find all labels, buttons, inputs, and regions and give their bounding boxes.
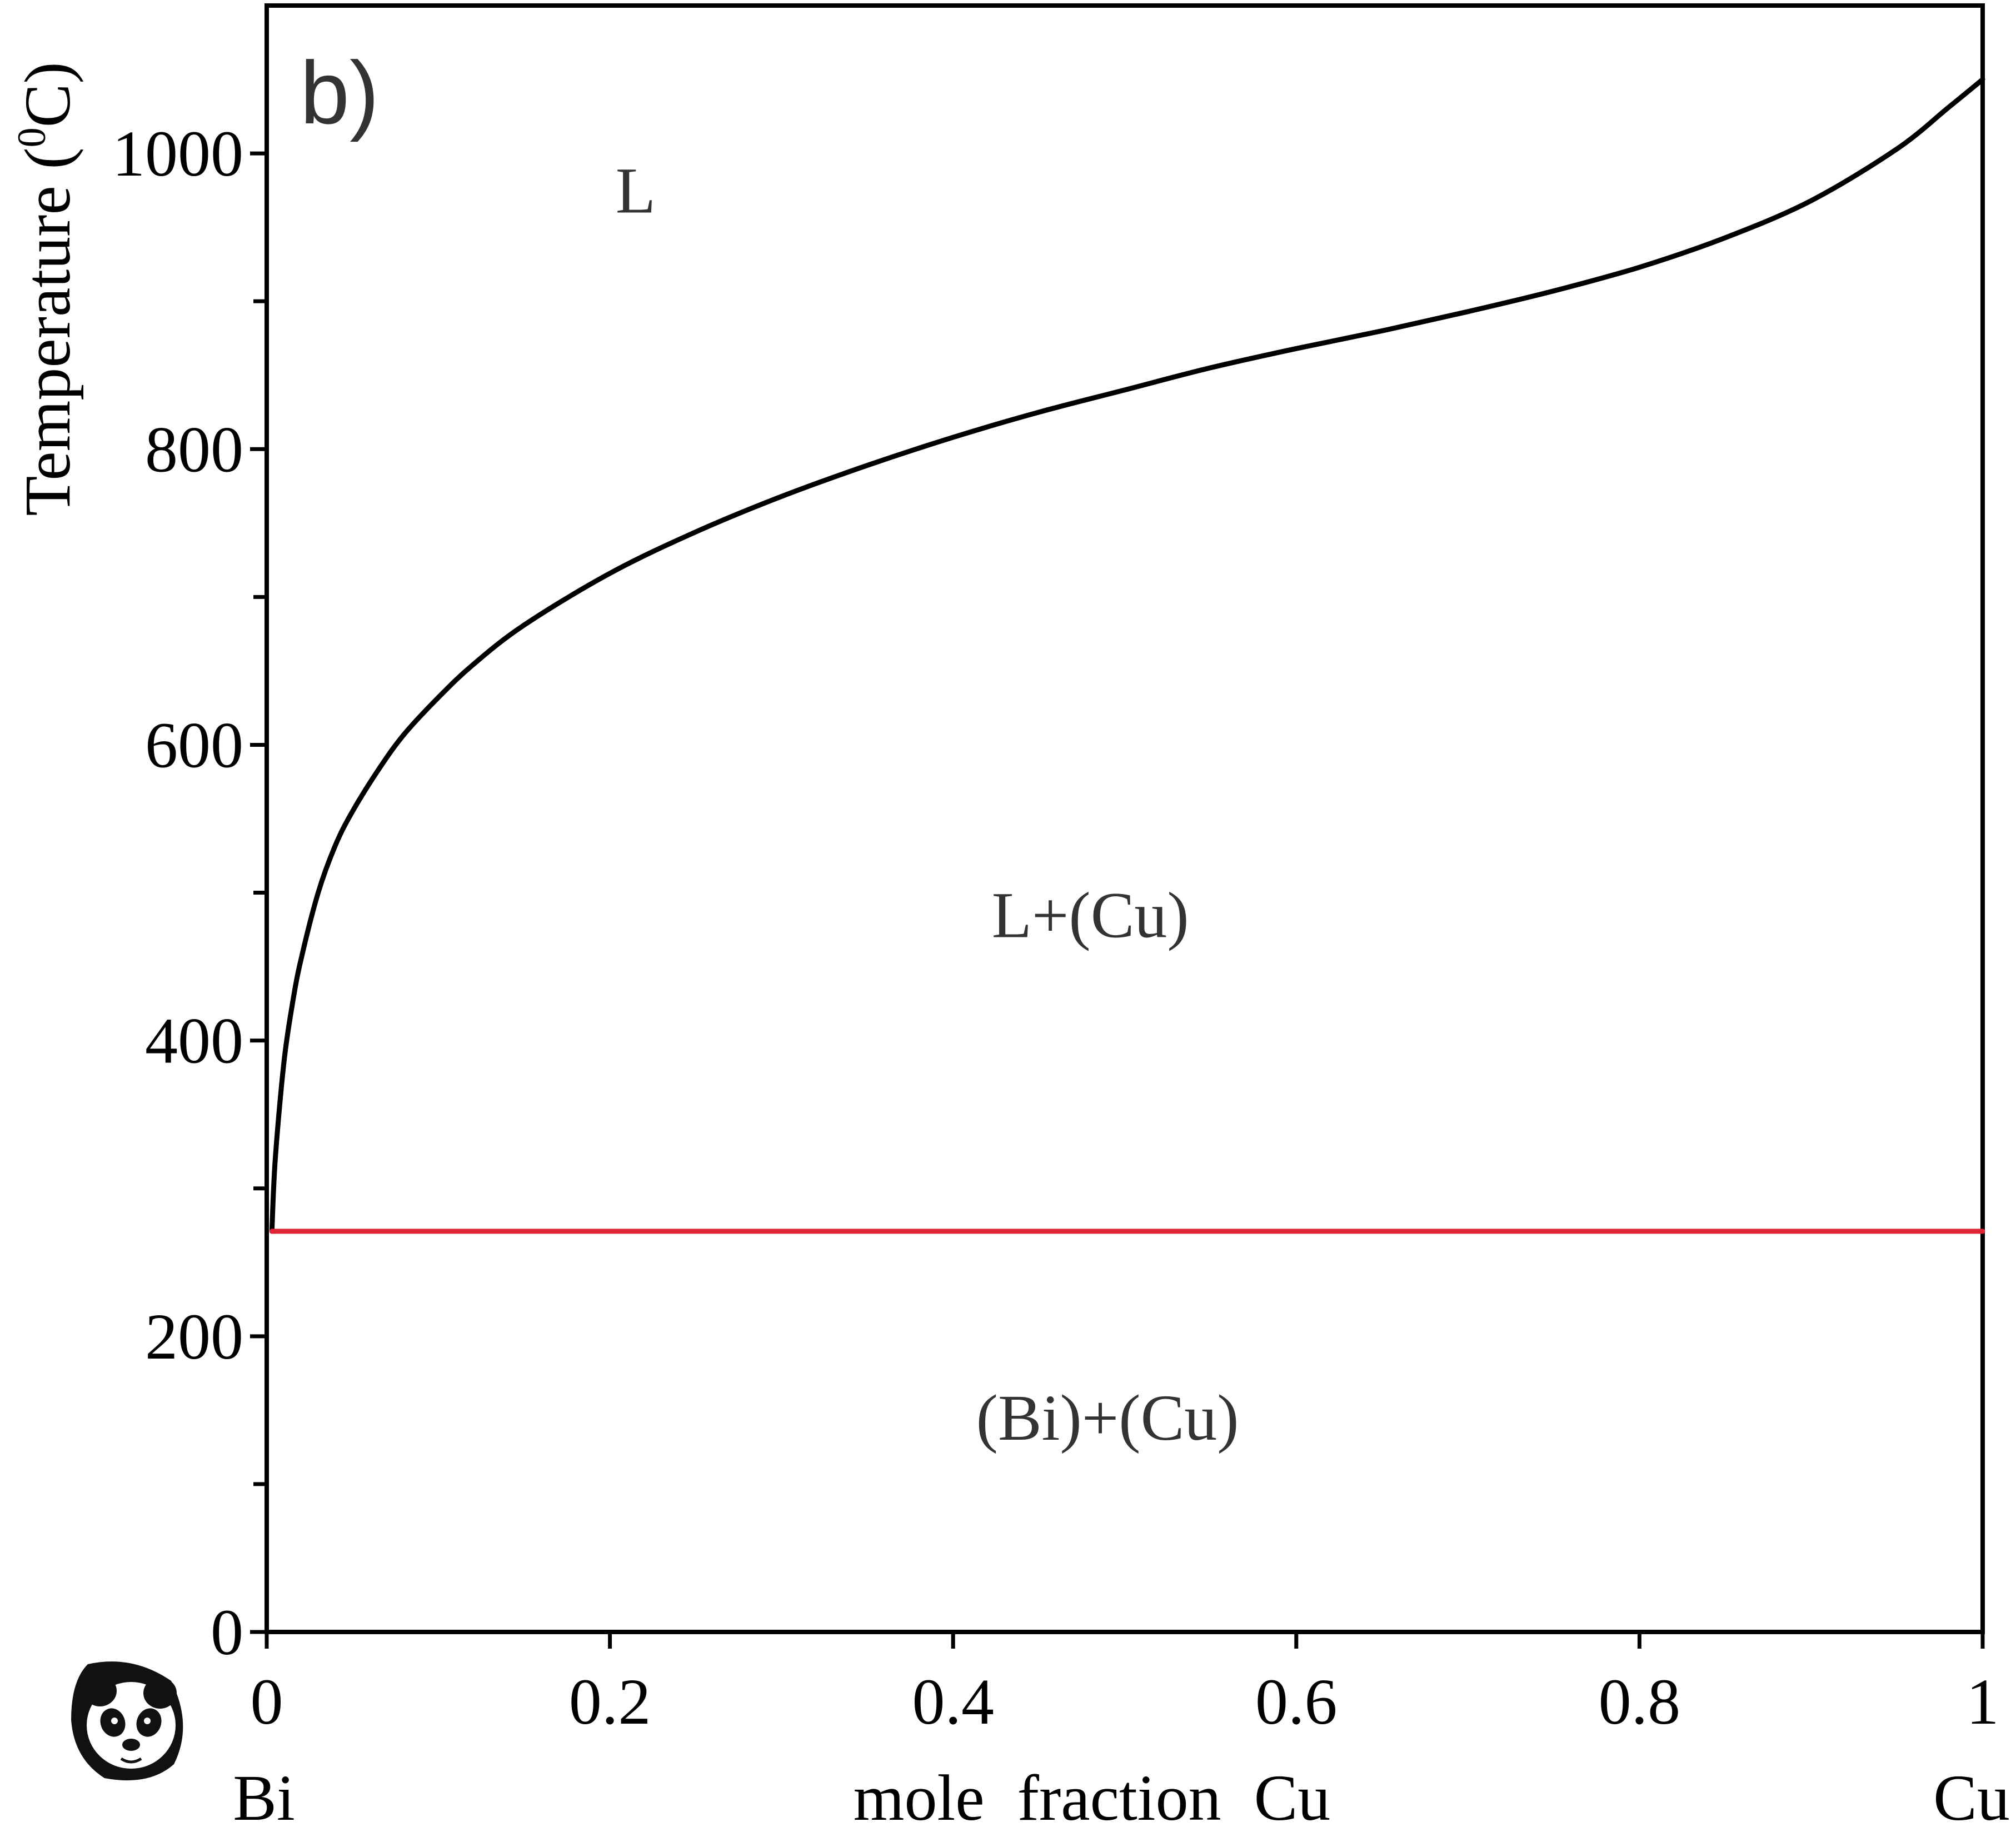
y-tick-label: 800 <box>145 413 243 486</box>
x-tick-label: 0.2 <box>569 1665 651 1738</box>
y-tick-label: 1000 <box>112 117 243 190</box>
x-tick-label: 0.6 <box>1255 1665 1338 1738</box>
y-axis-label-superscript: 0 <box>9 127 54 147</box>
x-tick-label: 0.4 <box>912 1665 994 1738</box>
liquidus-line <box>269 77 1985 1234</box>
y-tick-label: 400 <box>145 1005 243 1077</box>
y-axis-label-main: Temperature ( <box>11 147 84 516</box>
y-tick-label: 600 <box>145 708 243 781</box>
x-axis-label: mole fraction Cu <box>854 1761 1331 1832</box>
x-tick-label: 1 <box>1967 1665 1999 1738</box>
region-label: (Bi)+(Cu) <box>976 1381 1239 1454</box>
x-tick-label: 0.8 <box>1599 1665 1681 1738</box>
x-axis-end-label-cu: Cu <box>1933 1761 2010 1832</box>
y-tick-label: 200 <box>145 1300 243 1373</box>
x-tick-label: 0 <box>251 1665 283 1738</box>
panel-label: b) <box>300 43 379 142</box>
x-axis-end-label-bi: Bi <box>233 1761 295 1832</box>
region-label: L <box>616 154 656 227</box>
y-tick-label: 0 <box>211 1596 243 1669</box>
y-axis-label: Temperature (0C) <box>9 62 84 516</box>
plot-frame <box>265 3 1985 1634</box>
plot-layer: 0 200 400 600 800 1000 0 0.2 0.4 0.6 0.8 1 L L+(Cu) (B… <box>112 3 1999 1738</box>
region-label: L+(Cu) <box>992 878 1189 951</box>
y-axis-label-unit: C) <box>11 62 84 127</box>
panda-icon <box>66 1659 187 1781</box>
